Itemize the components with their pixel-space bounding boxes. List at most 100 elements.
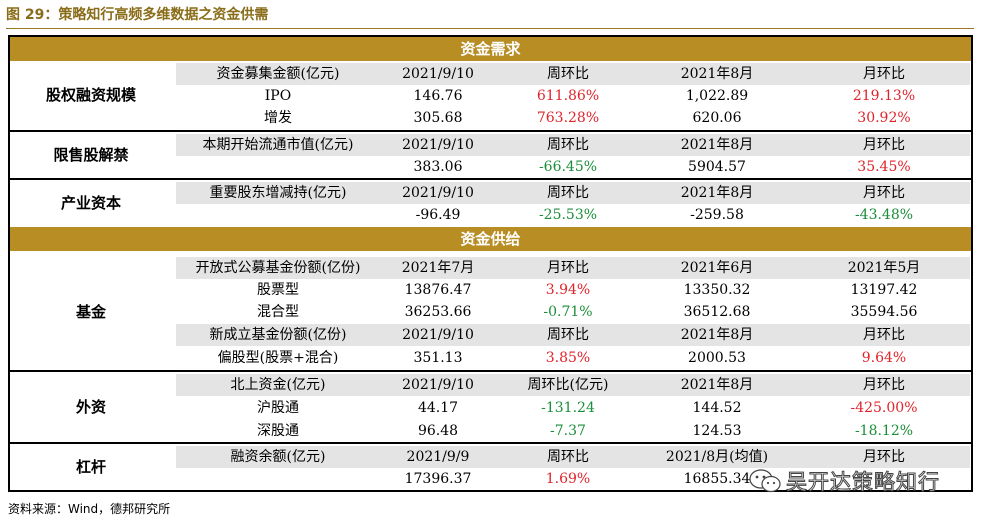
header-cell: 2021年8月: [680, 377, 754, 393]
change-cell: 763.28%: [536, 110, 600, 126]
header-cell: 开放式公募基金份额(亿份): [195, 260, 361, 276]
section-unlock: 限售股解禁: [53, 146, 129, 164]
change-cell: -131.24: [541, 400, 595, 416]
value-cell: 5904.57: [688, 159, 746, 175]
header-row-shade: [176, 134, 970, 156]
header-cell: 2021年8月: [680, 185, 754, 201]
section-foreign-capital: 外资: [75, 398, 106, 416]
change-cell: -66.45%: [538, 159, 598, 175]
change-cell: -18.12%: [854, 423, 914, 439]
value-cell: 144.52: [692, 400, 742, 416]
header-cell: 2021年6月: [680, 260, 754, 276]
header-cell: 周环比: [547, 449, 589, 465]
value-cell: 16855.34: [683, 471, 751, 487]
change-cell: 219.13%: [852, 88, 916, 104]
row-label: 混合型: [257, 304, 299, 320]
value-cell: 351.13: [413, 350, 463, 366]
value-cell: 36512.68: [683, 304, 751, 320]
header-cell: 2021/9/10: [402, 137, 474, 153]
value-cell: -259.58: [690, 207, 744, 223]
change-cell: 3.85%: [545, 350, 591, 366]
change-cell: -43.48%: [854, 207, 914, 223]
header-cell: 2021年8月: [680, 137, 754, 153]
fund-supply-demand-table: 资金需求 股权融资规模 资金募集金额(亿元) 2021/9/10 周环比 202…: [8, 35, 973, 492]
header-cell: 2021/9/10: [402, 327, 474, 343]
header-cell: 周环比: [547, 137, 589, 153]
change-cell: 3.94%: [545, 282, 591, 298]
value-cell: 2000.53: [688, 350, 746, 366]
header-row-shade: [176, 374, 970, 396]
header-cell: 融资余额(亿元): [230, 449, 326, 465]
row-label: 股票型: [257, 282, 299, 298]
value-cell: 13197.42: [850, 282, 918, 298]
demand-band: 资金需求: [10, 37, 971, 61]
change-cell: 1.69%: [545, 471, 591, 487]
change-cell: -25.53%: [538, 207, 598, 223]
value-cell: 36253.66: [404, 304, 472, 320]
header-cell: 月环比: [863, 327, 905, 343]
header-row-shade: [176, 446, 970, 468]
value-cell: 1,022.89: [685, 88, 749, 104]
watermark-text: 吴开达策略知行: [786, 470, 940, 495]
header-cell: 2021/9/10: [402, 66, 474, 82]
section-equity-financing: 股权融资规模: [45, 86, 136, 104]
source-note: 资料来源：Wind，德邦研究所: [8, 502, 171, 516]
header-cell: 2021/9/9: [406, 449, 470, 465]
header-cell: 月环比: [863, 185, 905, 201]
value-cell: 620.06: [692, 110, 742, 126]
row-label: 深股通: [257, 423, 299, 439]
value-cell: 124.53: [692, 423, 742, 439]
value-cell: 383.06: [413, 159, 463, 175]
header-cell: 2021年5月: [847, 260, 921, 276]
value-cell: 35594.56: [850, 304, 918, 320]
header-cell: 周环比: [547, 185, 589, 201]
header-cell: 2021/9/10: [402, 185, 474, 201]
section-industrial-capital: 产业资本: [60, 194, 121, 212]
value-cell: -96.49: [415, 207, 461, 223]
header-cell: 月环比: [863, 66, 905, 82]
row-label: 增发: [264, 110, 292, 126]
change-cell: 30.92%: [857, 110, 911, 126]
header-cell: 月环比: [863, 377, 905, 393]
value-cell: 305.68: [413, 110, 463, 126]
header-cell: 2021/9/10: [402, 377, 474, 393]
row-label: 沪股通: [257, 400, 299, 416]
header-cell: 2021年8月: [680, 66, 754, 82]
supply-band: 资金供给: [10, 227, 971, 251]
section-funds: 基金: [75, 303, 106, 321]
row-label: 偏股型(股票+混合): [217, 350, 339, 366]
header-cell: 周环比: [547, 327, 589, 343]
value-cell: 13350.32: [683, 282, 751, 298]
header-cell: 月环比: [863, 449, 905, 465]
header-cell: 月环比: [863, 137, 905, 153]
header-row-shade: [176, 63, 970, 85]
chat-bubble-icon: [749, 469, 781, 493]
value-cell: 96.48: [417, 423, 459, 439]
header-cell: 2021年7月: [401, 260, 475, 276]
row-label: IPO: [264, 88, 292, 104]
change-cell: -0.71%: [543, 304, 593, 320]
section-divider: [10, 178, 971, 180]
header-row-shade: [176, 257, 970, 279]
header-cell: 2021年8月: [680, 327, 754, 343]
section-divider: [10, 370, 971, 372]
header-row-shade: [176, 182, 970, 204]
section-leverage: 杠杆: [75, 458, 106, 476]
header-cell: 本期开始流通市值(亿元): [202, 137, 354, 153]
title-rule: [6, 28, 974, 29]
section-divider: [10, 130, 971, 132]
change-cell: -425.00%: [850, 400, 918, 416]
header-row-shade: [176, 324, 970, 346]
header-cell: 2021/8月(均值): [665, 449, 769, 465]
header-cell: 资金募集金额(亿元): [216, 66, 340, 82]
header-cell: 周环比: [547, 66, 589, 82]
figure-title: 图 29：策略知行高频多维数据之资金供需: [6, 7, 269, 23]
header-cell: 新成立基金份额(亿份): [209, 327, 347, 343]
header-cell: 重要股东增减持(亿元): [209, 185, 347, 201]
value-cell: 13876.47: [404, 282, 472, 298]
change-cell: 611.86%: [536, 88, 600, 104]
section-divider: [10, 442, 971, 444]
value-cell: 146.76: [413, 88, 463, 104]
header-cell: 周环比(亿元): [527, 377, 609, 393]
header-cell: 北上资金(亿元): [230, 377, 326, 393]
